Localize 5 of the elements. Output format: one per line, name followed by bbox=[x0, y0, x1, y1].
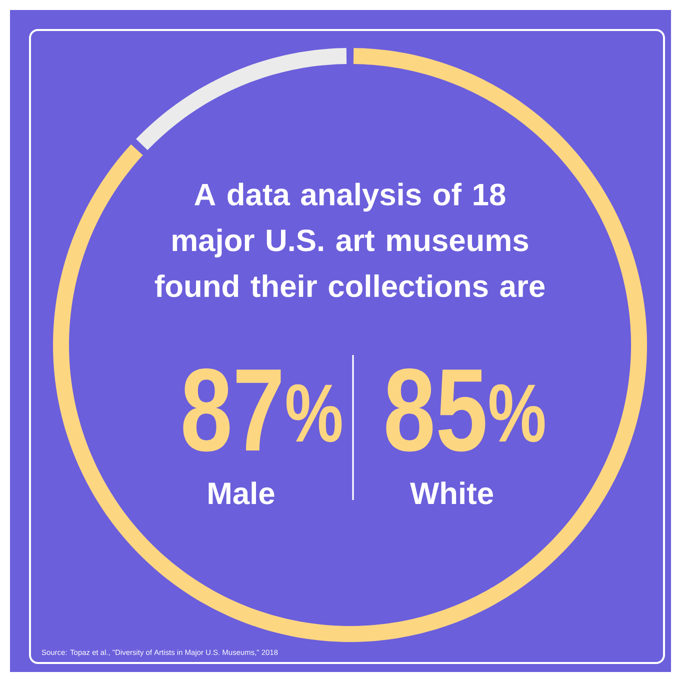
text: 85$^{%}$ bbox=[386, 368, 545, 452]
text: White bbox=[410, 482, 494, 504]
data-label: 87$^{%}$ bbox=[183, 368, 342, 452]
slice-label: Male bbox=[208, 482, 274, 504]
text: A data analysis of 18 major U.S. art museums found their collections are bbox=[154, 182, 545, 298]
